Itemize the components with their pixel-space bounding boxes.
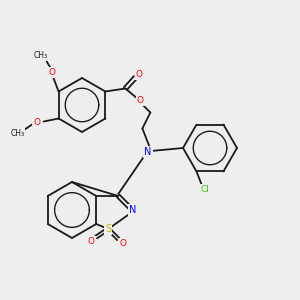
Text: CH₃: CH₃ [11,129,25,138]
Text: N: N [144,147,152,157]
Text: O: O [33,118,40,127]
Text: O: O [48,68,55,77]
Text: N: N [129,205,136,215]
Text: O: O [136,70,143,79]
Text: O: O [120,238,127,247]
Text: S: S [105,224,111,234]
Text: O: O [88,236,95,245]
Text: Cl: Cl [200,185,209,194]
Text: O: O [137,96,144,105]
Text: CH₃: CH₃ [34,51,48,60]
